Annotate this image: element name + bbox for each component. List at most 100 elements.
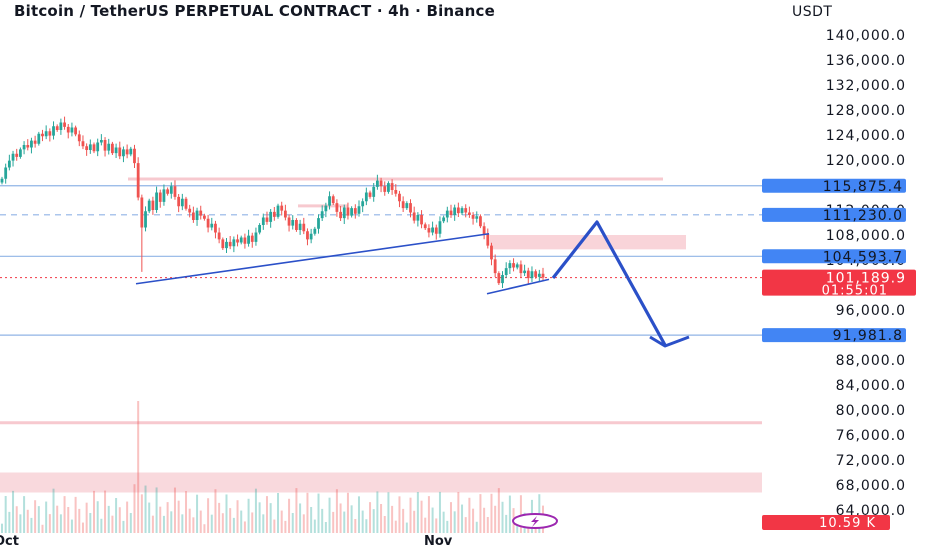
candle-body	[239, 237, 243, 243]
volume-bar	[332, 511, 335, 533]
price-badges: 115,875.4 111,230.0 104,593.7 91,981.8 101,1…	[762, 178, 916, 531]
volume-bar	[118, 507, 121, 533]
lightning-icon[interactable]	[512, 513, 558, 529]
volume-bar	[438, 491, 441, 533]
volume-bar	[501, 501, 504, 533]
volume-bar	[1, 523, 3, 533]
volume-bar	[291, 513, 294, 533]
candle-body	[372, 186, 376, 197]
candle-body	[221, 239, 225, 249]
candle-body	[191, 212, 195, 220]
y-tick-label: 76,000.0	[836, 428, 906, 444]
resistance-zone-top	[128, 177, 663, 181]
candle-body	[512, 263, 515, 268]
volume-bar	[232, 517, 235, 533]
candle-body	[180, 198, 184, 207]
volume-bar	[188, 508, 191, 533]
time-axis[interactable]: Oct Nov	[0, 534, 453, 549]
candle-body	[383, 186, 387, 192]
candle-body	[427, 228, 431, 233]
volume-bar	[427, 496, 430, 533]
volume-bar	[81, 522, 84, 533]
volume-bar	[137, 401, 140, 533]
candle-body	[445, 210, 449, 218]
volume-bar	[207, 498, 210, 533]
candle-body	[81, 141, 85, 147]
candle-body	[368, 192, 372, 197]
candle-body	[416, 215, 420, 221]
candle-body	[523, 270, 526, 274]
candle-body	[409, 203, 412, 213]
candle-body	[118, 147, 122, 157]
y-tick-label: 80,000.0	[836, 403, 906, 419]
candle-body	[114, 147, 118, 154]
candle-body	[250, 235, 254, 242]
candle-body	[133, 148, 136, 164]
wedge-lower-line	[486, 278, 550, 295]
volume-bar	[310, 507, 313, 533]
candle-body	[508, 263, 512, 269]
candle-body	[401, 201, 405, 209]
candle-body	[254, 232, 258, 242]
volume-bar	[93, 490, 96, 533]
volume-bar	[107, 505, 110, 533]
volume-bar	[37, 506, 40, 533]
candle-body	[107, 143, 111, 151]
volume-bar	[78, 508, 81, 533]
candle-body	[0, 178, 4, 183]
candle-body	[398, 193, 401, 202]
candle-body	[158, 192, 162, 202]
x-tick-oct: Oct	[0, 534, 19, 549]
candle-body	[88, 144, 92, 150]
candle-body	[464, 208, 468, 213]
volume-bar	[262, 514, 265, 533]
candle-body	[515, 264, 519, 268]
volume-bar	[122, 520, 125, 533]
volume-bar	[317, 493, 320, 533]
volume-bar	[265, 496, 268, 533]
volume-bar	[240, 510, 243, 533]
candle-body	[423, 224, 427, 229]
volume-bar	[210, 514, 213, 533]
candle-body	[375, 180, 379, 187]
last-price-badge	[762, 269, 916, 296]
volume-bar	[380, 504, 383, 533]
volume-bar	[96, 501, 99, 533]
projection-path	[551, 220, 667, 346]
support-trendline	[135, 232, 490, 285]
candle-body	[449, 210, 453, 215]
volume-bar	[236, 500, 239, 533]
candle-body	[151, 200, 155, 210]
candle-body	[361, 201, 365, 207]
candle-body	[342, 207, 346, 219]
candle-body	[85, 146, 89, 150]
candle-body	[140, 197, 144, 228]
volume-bar	[453, 511, 456, 533]
volume-bar	[361, 510, 364, 533]
candle-body	[434, 227, 438, 234]
candle-body	[412, 212, 416, 221]
volume-bar	[221, 513, 224, 533]
volume-bars	[1, 401, 544, 533]
volume-bar	[442, 511, 445, 533]
candle-body	[210, 223, 214, 228]
volume-bar	[328, 497, 331, 533]
candle-body	[203, 215, 206, 219]
candle-body	[306, 231, 309, 240]
volume-bar	[306, 492, 309, 533]
volume-bar	[339, 503, 342, 533]
candle-body	[302, 223, 306, 232]
candle-body	[66, 126, 70, 133]
volume-bar	[468, 497, 471, 533]
volume-bar	[159, 506, 162, 533]
volume-bar	[218, 502, 221, 533]
volume-bar	[12, 490, 15, 533]
volume-bar	[181, 514, 184, 533]
candle-body	[534, 271, 538, 277]
volume-bar	[295, 488, 298, 533]
candle-body	[276, 205, 280, 217]
volume-bar	[475, 521, 478, 533]
volume-bar	[288, 498, 291, 533]
chart-title: Bitcoin / TetherUS PERPETUAL CONTRACT · …	[14, 2, 495, 20]
